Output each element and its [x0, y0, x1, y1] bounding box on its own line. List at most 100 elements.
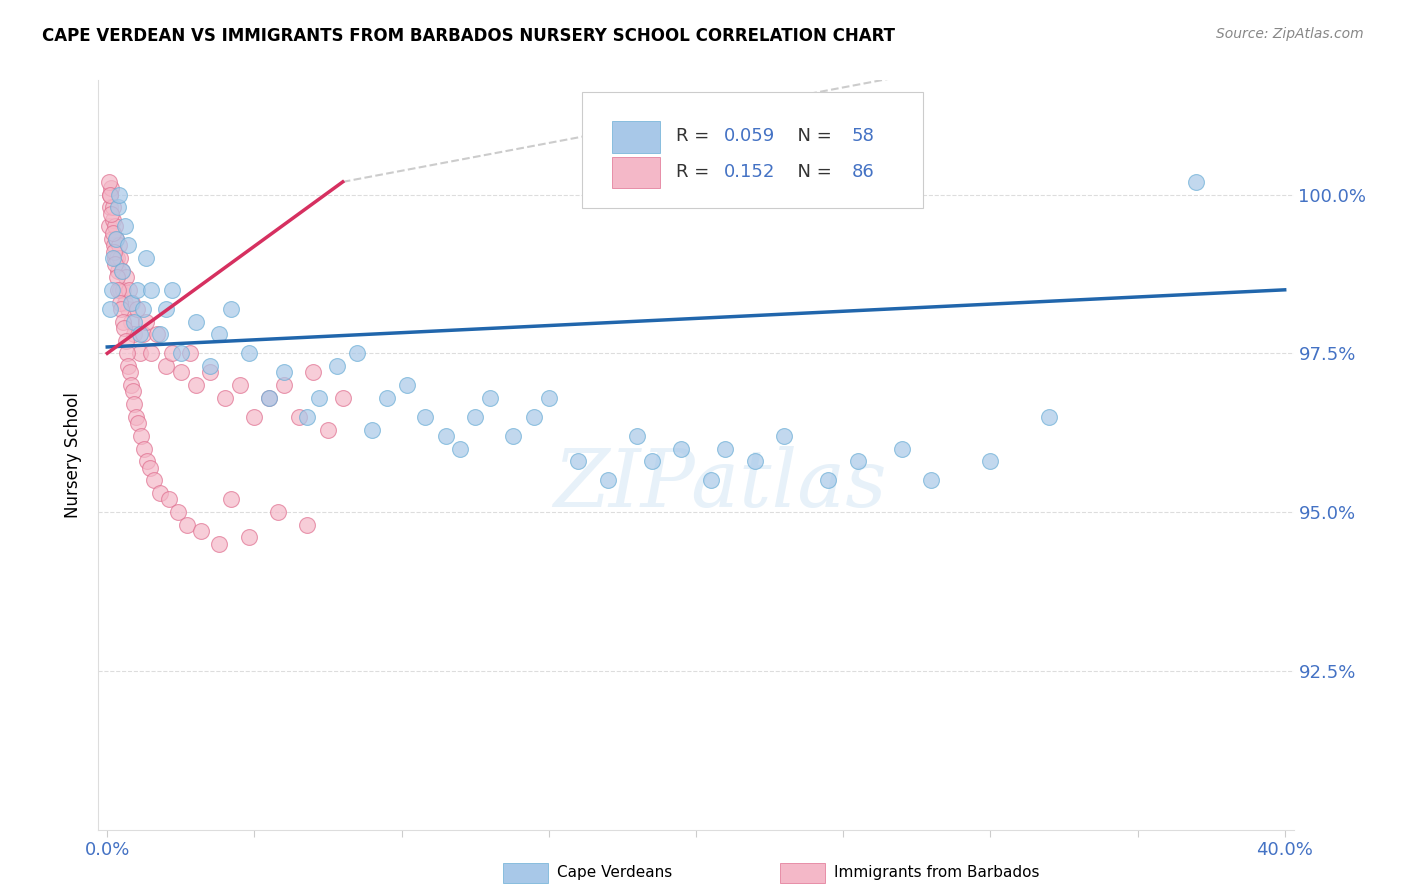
- Point: [114, 334, 136, 348]
- Point: [200, 359, 222, 373]
- Point: [273, 378, 295, 392]
- Point: [267, 505, 290, 519]
- Point: [127, 416, 149, 430]
- Point: [107, 200, 129, 214]
- Point: [817, 473, 839, 487]
- Point: [464, 409, 486, 424]
- Point: [100, 232, 122, 246]
- Point: [125, 283, 148, 297]
- Point: [1038, 409, 1060, 424]
- FancyBboxPatch shape: [613, 157, 661, 188]
- Point: [361, 423, 384, 437]
- Point: [228, 378, 250, 392]
- Point: [208, 327, 231, 342]
- Point: [179, 346, 201, 360]
- Point: [112, 283, 135, 297]
- Point: [257, 391, 280, 405]
- Point: [184, 378, 207, 392]
- Point: [176, 517, 198, 532]
- Point: [125, 409, 148, 424]
- Point: [128, 327, 150, 342]
- Point: [141, 346, 163, 360]
- Point: [104, 251, 127, 265]
- Point: [146, 327, 169, 342]
- Point: [121, 295, 143, 310]
- Point: [346, 346, 368, 360]
- Point: [100, 206, 122, 220]
- Point: [523, 409, 546, 424]
- Point: [100, 181, 122, 195]
- Text: Source: ZipAtlas.com: Source: ZipAtlas.com: [1216, 27, 1364, 41]
- Point: [396, 378, 419, 392]
- Point: [332, 391, 354, 405]
- Point: [108, 283, 131, 297]
- Point: [846, 454, 869, 468]
- Point: [120, 295, 142, 310]
- Point: [773, 429, 796, 443]
- Point: [626, 429, 648, 443]
- Point: [111, 264, 134, 278]
- Point: [117, 238, 139, 252]
- Point: [326, 359, 349, 373]
- Point: [98, 200, 121, 214]
- Point: [273, 365, 295, 379]
- Point: [112, 321, 135, 335]
- Point: [134, 315, 156, 329]
- Point: [502, 429, 524, 443]
- Point: [139, 460, 162, 475]
- Point: [97, 219, 120, 234]
- FancyBboxPatch shape: [613, 121, 661, 153]
- Point: [375, 391, 398, 405]
- Point: [125, 301, 148, 316]
- Point: [110, 251, 132, 265]
- Point: [120, 315, 142, 329]
- Point: [297, 409, 319, 424]
- Point: [238, 531, 260, 545]
- Point: [100, 283, 122, 297]
- Point: [297, 517, 319, 532]
- Point: [537, 391, 560, 405]
- Point: [287, 409, 309, 424]
- Point: [117, 346, 139, 360]
- Point: [98, 187, 121, 202]
- Point: [714, 442, 737, 456]
- Point: [110, 301, 132, 316]
- Point: [129, 429, 152, 443]
- Point: [434, 429, 457, 443]
- Point: [699, 473, 721, 487]
- Point: [155, 301, 177, 316]
- Point: [257, 391, 280, 405]
- Point: [114, 295, 136, 310]
- Point: [149, 486, 172, 500]
- Text: R =: R =: [676, 162, 714, 181]
- Point: [111, 264, 134, 278]
- Point: [118, 283, 141, 297]
- Text: 0.152: 0.152: [724, 162, 775, 181]
- FancyBboxPatch shape: [582, 92, 922, 208]
- Point: [208, 537, 231, 551]
- Point: [105, 232, 128, 246]
- Point: [170, 365, 193, 379]
- Text: Immigrants from Barbados: Immigrants from Barbados: [834, 865, 1039, 880]
- Point: [413, 409, 436, 424]
- Point: [155, 359, 177, 373]
- Point: [671, 442, 693, 456]
- Point: [478, 391, 501, 405]
- Point: [101, 213, 124, 227]
- Point: [302, 365, 325, 379]
- Point: [97, 175, 120, 189]
- Point: [136, 454, 159, 468]
- Point: [1185, 175, 1208, 189]
- Point: [104, 257, 127, 271]
- Text: Cape Verdeans: Cape Verdeans: [557, 865, 672, 880]
- Point: [103, 244, 125, 259]
- Point: [219, 301, 242, 316]
- Point: [920, 473, 942, 487]
- Point: [122, 384, 145, 399]
- Point: [128, 346, 150, 360]
- Y-axis label: Nursery School: Nursery School: [65, 392, 83, 518]
- Point: [101, 251, 124, 265]
- Point: [160, 346, 183, 360]
- Point: [103, 238, 125, 252]
- Text: N =: N =: [786, 162, 837, 181]
